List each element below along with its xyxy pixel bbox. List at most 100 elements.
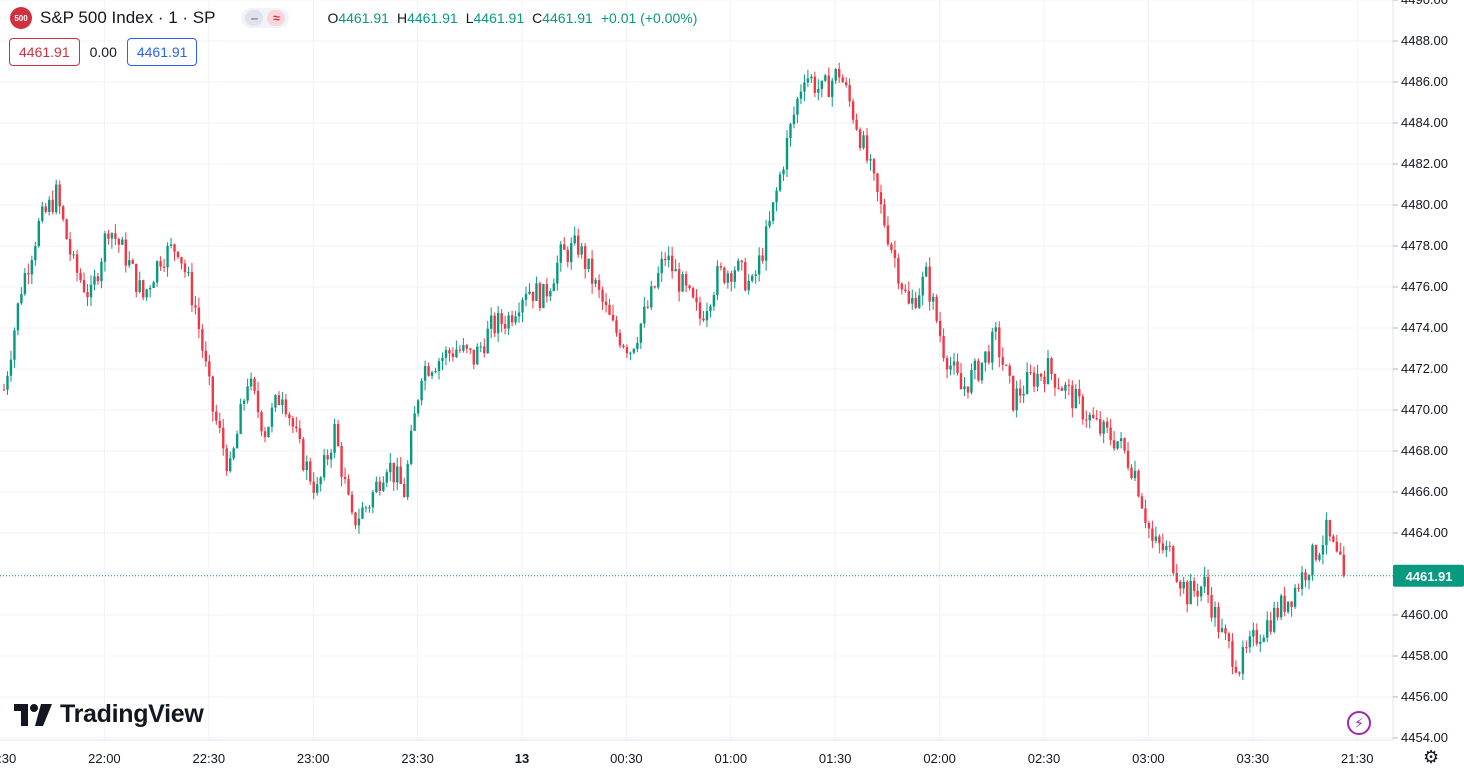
candle-body [1203,576,1206,587]
candle-body [336,423,340,446]
candle-body [670,255,674,272]
candle-body [507,315,510,329]
candle-body [371,492,375,508]
candle-body [197,307,201,330]
candle-body [935,296,938,321]
candle-body [963,386,966,390]
candle-body [918,295,921,308]
candle-body [375,481,378,493]
candle-body [6,375,9,390]
gear-icon[interactable]: ⚙ [1423,747,1440,767]
candle-body [13,330,16,360]
candle-body [166,245,169,268]
candle-body [1012,375,1015,411]
candle-body [1085,419,1088,421]
candle-body [949,365,952,370]
candle-body [138,280,141,292]
candle-body [893,249,897,258]
candle-body [1262,637,1265,642]
y-tick-label: 4464.00 [1401,525,1448,540]
candle-body [813,76,817,93]
symbol-title[interactable]: S&P 500 Index · 1 · SP [40,8,216,27]
candle-body [799,91,803,99]
candle-body [378,481,382,491]
candle-body [61,206,65,220]
candle-body [1227,633,1231,642]
y-tick-label: 4488.00 [1401,33,1448,48]
candle-body [542,283,545,309]
candle-body [625,347,629,354]
candle-body [521,299,524,313]
candle-body [1321,545,1325,555]
candle-body [1172,546,1175,573]
candle-body [242,400,246,404]
y-tick-label: 4472.00 [1401,361,1448,376]
tradingview-logo[interactable]: TradingView [14,700,204,729]
symbol-badge[interactable]: 500 [10,7,32,29]
candle-body [510,315,514,323]
candle-body [204,350,208,362]
candle-body [1092,414,1095,418]
candle-body [479,346,482,348]
y-tick-label: 4468.00 [1401,443,1448,458]
candle-body [89,284,93,298]
candle-body [1036,373,1039,387]
candle-body [239,403,242,434]
candle-body [1140,496,1144,509]
buy-button[interactable]: 4461.91 [126,38,198,66]
candle-body [775,190,778,203]
candle-body [834,69,837,81]
candle-body [232,448,235,459]
lightning-icon[interactable]: ⚡ [1347,711,1371,735]
eye-icon[interactable]: ‒ [245,10,264,26]
candle-body [159,261,162,267]
candle-body [848,85,851,102]
candle-body [350,494,354,513]
wave-icon[interactable]: ≈ [267,10,286,26]
candle-body [211,376,214,412]
candle-body [295,426,298,429]
candle-body [639,323,643,343]
candle-body [994,327,997,332]
candle-body [563,244,566,250]
candle-body [110,233,114,239]
candle-body [448,350,451,354]
candle-body [865,135,869,161]
candle-body [277,395,281,406]
x-tick-label: 02:00 [923,751,956,766]
sell-button[interactable]: 4461.91 [9,38,80,66]
candle-body [409,430,413,464]
candle-body [1186,581,1189,605]
candle-body [650,286,653,308]
candle-body [430,372,434,376]
candle-body [737,260,740,271]
candle-body [58,184,61,207]
price-axis[interactable]: 4454.004456.004458.004460.004462.004464.… [1393,0,1448,745]
candle-body [545,283,549,297]
candle-body [385,472,388,483]
candle-body [959,373,963,390]
candle-body [1109,427,1112,441]
candle-body [500,313,503,325]
candle-body [117,238,121,245]
candle-body [851,101,855,120]
y-tick-label: 4482.00 [1401,156,1448,171]
candle-body [1286,601,1290,612]
candle-body [16,303,20,331]
candle-body [316,484,319,493]
time-axis[interactable]: 21:30 22:00 22:30 23:00 23:30 13 00:30 01:00 01:… [0,751,1373,766]
candle-body [114,233,117,239]
y-tick-label: 4458.00 [1401,648,1448,663]
candle-body [1112,440,1116,449]
candle-body [921,276,924,296]
candle-body [326,455,329,460]
candle-body [556,262,559,284]
candle-body [68,239,72,255]
candle-body [319,477,322,485]
chart-legend: 500 S&P 500 Index · 1 · SP ‒ ≈ O4461.91 … [10,6,697,30]
candle-body [1325,519,1328,546]
x-tick-label: 02:30 [1028,751,1061,766]
candle-body [148,288,152,290]
candle-body [1161,543,1165,551]
